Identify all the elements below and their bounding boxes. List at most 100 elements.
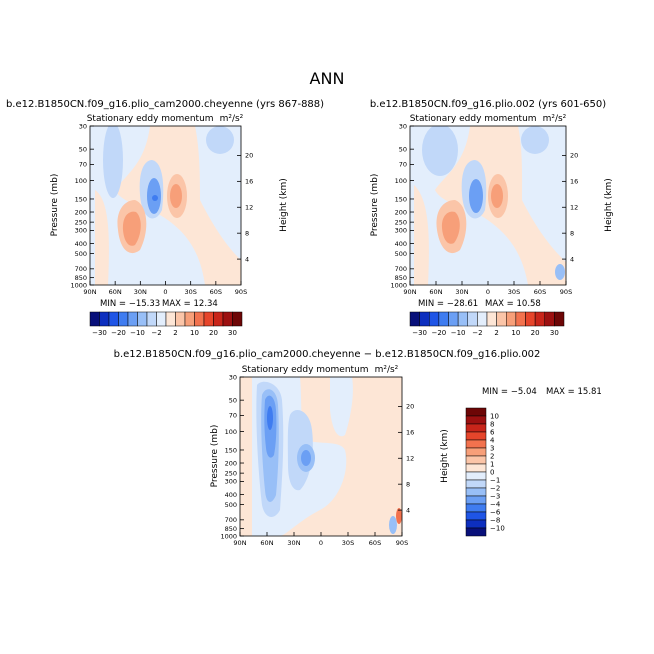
panel-c-ytick-right-label: 8 (406, 480, 410, 488)
panel-c-colorbar-swatch (465, 439, 487, 449)
panel-c-ytick-label: 200 (225, 459, 237, 467)
panel-a-ytick-label: 100 (75, 177, 87, 185)
panel-c-ytick-label: 300 (225, 478, 237, 486)
panel-c-colorbar-label: −10 (490, 525, 505, 533)
panel-a-xtick-label: 0 (163, 288, 167, 296)
panel-c-ylabel: Pressure (mb) (210, 425, 220, 488)
panel-c-colorbar-swatch (465, 487, 487, 497)
panel-c-max: MAX = 15.81 (546, 387, 602, 397)
panel-b-colorbar-swatch (506, 311, 517, 327)
panel-c-ytick-right-label: 12 (406, 455, 414, 463)
panel-a-xtick-label: 30N (134, 288, 147, 296)
panel-a-colorbar-swatch (222, 311, 233, 327)
panel-b-field (410, 126, 566, 285)
panel-b-ylabel: Pressure (mb) (370, 174, 380, 237)
panel-a-neg-upper-left (103, 126, 123, 198)
panel-b-colorbar-label: 10 (511, 329, 520, 337)
panel-b-colorbar-label: 30 (550, 329, 559, 337)
panel-c-colorbar-label: 0 (490, 469, 494, 477)
panel-b: b.e12.B1850CN.f09_g16.plio.002 (yrs 601-… (370, 99, 614, 337)
panel-a-colorbar-label: −30 (92, 329, 107, 337)
panel-a-xtick-label: 60N (109, 288, 122, 296)
panel-c-ytick-label: 150 (225, 446, 237, 454)
panel-b-ytick-label: 200 (395, 208, 407, 216)
panel-c: b.e12.B1850CN.f09_g16.plio_cam2000.cheye… (114, 349, 602, 547)
panel-a-neg-center (152, 195, 158, 201)
panel-a-colorbar-swatch (108, 311, 119, 327)
panel-c-ytick-label: 30 (229, 373, 237, 381)
panel-b-colorbar-swatch (496, 311, 507, 327)
panel-a: b.e12.B1850CN.f09_g16.plio_cam2000.cheye… (6, 99, 324, 337)
panel-c-ytick-right-label: 20 (406, 403, 414, 411)
panel-b-ytick-label: 500 (395, 250, 407, 258)
panel-b-ytick-label: 50 (399, 145, 407, 153)
panel-b-pos-core-2 (441, 211, 460, 244)
panel-c-pos-surface (396, 508, 402, 524)
panel-a-case: b.e12.B1850CN.f09_g16.plio_cam2000.cheye… (6, 99, 324, 110)
panel-b-ytick-label: 100 (395, 177, 407, 185)
panel-b-colorbar-swatch (457, 311, 468, 327)
panel-c-colorbar-label: 6 (490, 429, 495, 437)
panel-b-ytick-label: 150 (395, 195, 407, 203)
panel-b-colorbar-swatch (448, 311, 459, 327)
panel-a-colorbar-swatch (118, 311, 129, 327)
panel-b-xtick-label: 90N (403, 288, 416, 296)
panel-a-colorbar-swatch (146, 311, 157, 327)
panel-c-colorbar-swatch (465, 415, 487, 425)
panel-a-colorbar-swatch (213, 311, 224, 327)
panel-a-colorbar-swatch (89, 311, 100, 327)
panel-c-units: m²/s² (375, 365, 399, 375)
panel-c-colorbar-label: 2 (490, 453, 494, 461)
panel-c-ytick-label: 400 (225, 491, 237, 499)
panel-c-colorbar-swatch (465, 511, 487, 521)
panel-c-colorbar-label: −8 (490, 517, 500, 525)
panel-c-ytick-label: 700 (225, 516, 237, 524)
panel-b-colorbar-swatch (525, 311, 536, 327)
panel-b-ylabel-right: Height (km) (604, 178, 614, 232)
panel-a-colorbar-label: 10 (190, 329, 199, 337)
panel-a-pos-upper-core (170, 184, 182, 208)
panel-a-field (90, 126, 241, 285)
panel-b-ytick-label: 850 (395, 274, 407, 282)
panel-c-colorbar-swatch (465, 471, 487, 481)
panel-a-max: MAX = 12.34 (162, 299, 218, 309)
panel-c-ytick-label: 100 (225, 428, 237, 436)
panel-b-ytick-label: 700 (395, 265, 407, 273)
panel-c-colorbar-label: 10 (490, 413, 499, 421)
panel-b-title-text: Stationary eddy momentum (410, 114, 537, 124)
panel-c-colorbar-label: 3 (490, 445, 494, 453)
panel-a-ytick-label: 70 (79, 161, 87, 169)
panel-a-ytick-label: 400 (75, 240, 87, 248)
panel-c-colorbar-swatch (465, 423, 487, 433)
panel-a-title-text: Stationary eddy momentum (87, 114, 214, 124)
panel-b-ytick-label: 400 (395, 240, 407, 248)
panel-c-colorbar-swatch (465, 495, 487, 505)
panel-b-colorbar-swatch (409, 311, 420, 327)
panel-b-xtick-label: 30S (508, 288, 520, 296)
panel-b-colorbar: −30 −20 −10 −2 2 10 20 30 (409, 311, 565, 337)
panel-c-colorbar-swatch (465, 447, 487, 457)
panel-a-xtick-label: 90S (235, 288, 247, 296)
panel-a-xtick-label: 30S (184, 288, 196, 296)
panel-c-colorbar-label: −6 (490, 509, 501, 517)
panel-a-ytick-label: 150 (75, 195, 87, 203)
panel-c-xtick-label: 60S (369, 539, 381, 547)
panel-b-colorbar-label: 20 (531, 329, 540, 337)
panel-a-ytick-label: 1000 (70, 281, 87, 289)
panel-a-colorbar-label: −2 (151, 329, 161, 337)
panel-a-colorbar-label: 30 (228, 329, 237, 337)
panel-c-xtick-label: 60N (260, 539, 273, 547)
panel-b-ytick-right-label: 16 (570, 178, 578, 186)
panel-c-xtick-label: 90N (233, 539, 246, 547)
panel-c-ytick-label: 1000 (220, 532, 237, 540)
panel-b-colorbar-swatch (477, 311, 488, 327)
panel-c-ytick-right-label: 4 (406, 506, 410, 514)
panel-a-min: MIN = −15.33 (100, 299, 160, 309)
panel-c-ylabel-right: Height (km) (440, 429, 450, 483)
panel-b-ytick-label: 300 (395, 227, 407, 235)
panel-b-neg-upper-right (521, 126, 549, 154)
panel-a-colorbar-swatch (165, 311, 176, 327)
panel-c-colorbar-swatch (465, 503, 487, 513)
